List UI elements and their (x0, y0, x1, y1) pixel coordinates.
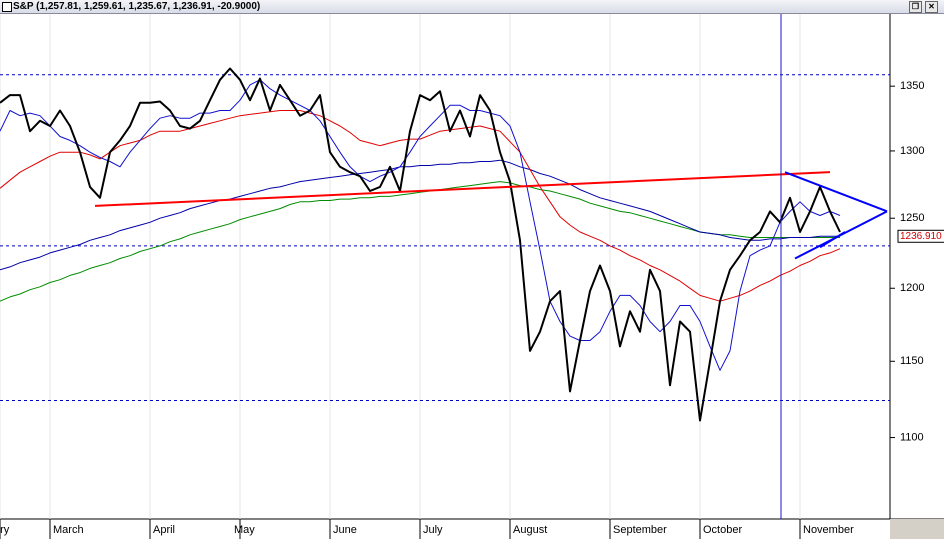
x-tick-label: March (53, 524, 84, 536)
x-tick-label: April (153, 524, 175, 536)
chart-title: S&P (1,257.81, 1,259.61, 1,235.67, 1,236… (13, 1, 261, 12)
corner (890, 519, 944, 539)
x-tick-label: ary (0, 524, 10, 536)
last-price-box (897, 229, 944, 243)
marks (0, 67, 888, 422)
series-line (0, 159, 840, 271)
x-tick-label: July (423, 524, 443, 536)
last-price-label: 1236.910 (900, 231, 942, 242)
y-tick-label: 1100 (900, 431, 924, 443)
close-button[interactable]: ✕ (925, 1, 938, 13)
y-tick-label: 1250 (900, 212, 924, 224)
series-line (0, 67, 841, 422)
x-tick-label: May (234, 524, 255, 536)
x-tick-label: June (333, 524, 357, 536)
trend-line (784, 171, 888, 213)
plot-area (0, 14, 890, 519)
y-axis-area (890, 14, 944, 519)
x-tick-label: October (703, 524, 742, 536)
restore-button[interactable]: ❐ (909, 1, 922, 13)
x-tick-label: September (613, 524, 667, 536)
trend-line (94, 171, 831, 207)
x-tick-label: August (513, 524, 547, 536)
y-tick-label: 1350 (900, 80, 924, 92)
series-line (0, 79, 841, 371)
title-bar: S&P (1,257.81, 1,259.61, 1,235.67, 1,236… (0, 0, 944, 14)
x-tick-label: November (803, 524, 854, 536)
y-tick-label: 1150 (900, 355, 924, 367)
y-tick-label: 1300 (900, 145, 924, 157)
grid (0, 14, 890, 519)
y-tick-label: 1200 (900, 282, 924, 294)
window-icon (2, 2, 12, 12)
trend-line (819, 231, 846, 249)
axes: 1100 1150 1200 1250 1300 1350 ary March April May… (0, 80, 944, 539)
